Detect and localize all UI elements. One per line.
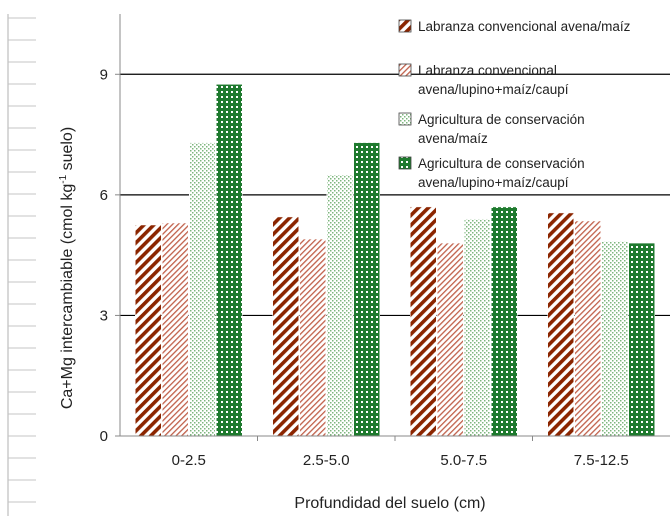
- bar: [216, 84, 243, 437]
- x-tick-label: 0-2.5: [172, 452, 206, 469]
- bar: [628, 242, 655, 437]
- legend-swatch: [398, 112, 412, 126]
- y-tick-label: 0: [100, 428, 108, 445]
- legend-label: Labranza convencional avena/maíz: [418, 19, 631, 34]
- bar: [547, 212, 574, 437]
- bar: [162, 222, 189, 437]
- legend-label: Labranza convencional: [418, 63, 557, 78]
- x-axis-label: Profundidad del suelo (cm): [294, 495, 485, 512]
- legend-swatch: [398, 156, 412, 170]
- bar: [410, 206, 437, 437]
- bar: [491, 206, 518, 437]
- y-tick-label: 3: [100, 307, 108, 324]
- bars: [135, 84, 655, 437]
- y-tick-label: 6: [100, 187, 108, 204]
- x-tick-label: 2.5-5.0: [303, 452, 350, 469]
- legend-swatch: [398, 19, 412, 33]
- x-tick-labels: 0-2.5 2.5-5.0 5.0-7.5 7.5-12.5: [172, 452, 629, 469]
- legend-swatch: [398, 63, 412, 77]
- bar: [189, 142, 216, 437]
- legend-label: avena/lupino+maíz/caupí: [418, 175, 569, 190]
- legend: Labranza convencional avena/maíz Labranza…: [398, 19, 631, 190]
- y-axis-label-end: suelo): [59, 127, 76, 175]
- legend-label: Agricultura de conservación: [418, 112, 585, 127]
- y-axis-label: Ca+Mg intercambiable (cmol kg-1 suelo): [58, 127, 76, 409]
- bar: [437, 242, 464, 437]
- x-tick-label: 5.0-7.5: [440, 452, 487, 469]
- y-tick-labels: 0 3 6 9: [100, 66, 108, 445]
- bar: [135, 224, 162, 437]
- legend-label: Agricultura de conservación: [418, 156, 585, 171]
- bar: [353, 142, 380, 437]
- y-tick-label: 9: [100, 66, 108, 83]
- legend-label: avena/lupino+maíz/caupí: [418, 82, 569, 97]
- y-axis-label-sup: -1: [58, 174, 69, 183]
- bar: [272, 216, 299, 437]
- bar: [326, 174, 353, 437]
- bar: [299, 238, 326, 437]
- bar: [574, 220, 601, 437]
- bar: [464, 218, 491, 437]
- y-axis-label-main: Ca+Mg intercambiable (cmol kg: [59, 184, 76, 409]
- bar: [601, 240, 628, 437]
- x-tick-label: 7.5-12.5: [574, 452, 629, 469]
- legend-label: avena/maíz: [418, 131, 488, 146]
- left-ruler: [7, 14, 36, 516]
- axes: [115, 14, 670, 441]
